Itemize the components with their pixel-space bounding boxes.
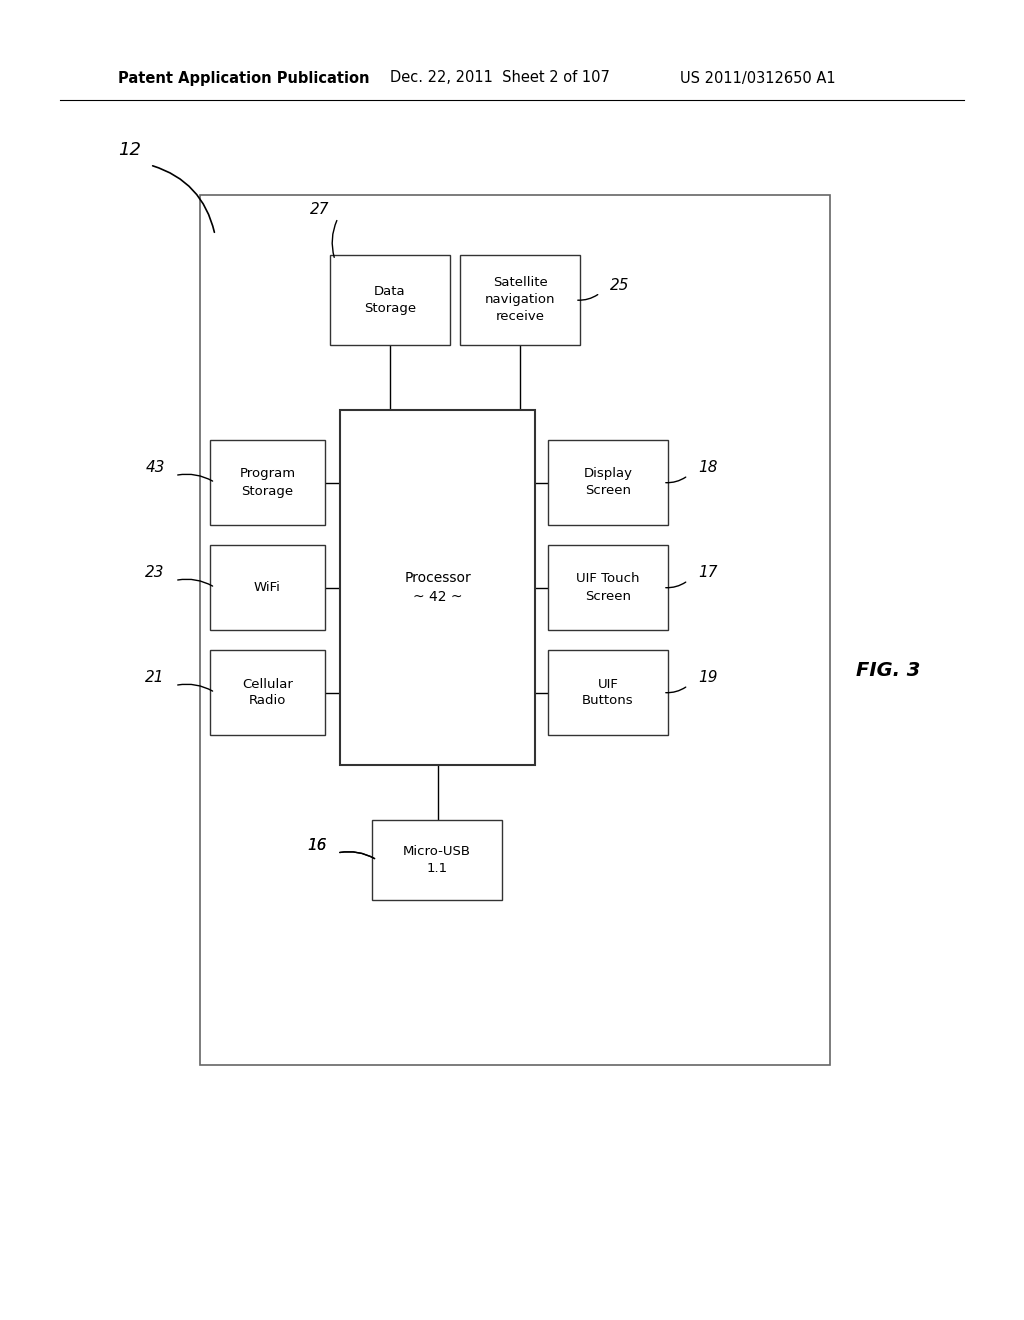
Text: FIG. 3: FIG. 3 <box>856 660 921 680</box>
Text: WiFi: WiFi <box>254 581 281 594</box>
Text: 43: 43 <box>145 459 165 475</box>
Text: 18: 18 <box>698 459 718 475</box>
Text: 12: 12 <box>119 141 141 158</box>
Text: 19: 19 <box>698 671 718 685</box>
Text: Satellite
navigation
receive: Satellite navigation receive <box>484 276 555 323</box>
Text: Data
Storage: Data Storage <box>364 285 416 315</box>
Text: 21: 21 <box>145 671 165 685</box>
Text: UIF Touch
Screen: UIF Touch Screen <box>577 573 640 602</box>
Text: 25: 25 <box>610 277 630 293</box>
Text: 23: 23 <box>145 565 165 579</box>
Text: 17: 17 <box>698 565 718 579</box>
Bar <box>330 255 450 345</box>
Text: Processor
~ 42 ~: Processor ~ 42 ~ <box>404 572 471 603</box>
Bar <box>548 545 668 630</box>
Text: Program
Storage: Program Storage <box>240 467 296 498</box>
Bar <box>200 195 830 1065</box>
Bar <box>548 649 668 735</box>
Bar <box>340 411 535 766</box>
Text: UIF
Buttons: UIF Buttons <box>583 677 634 708</box>
Text: Micro-USB
1.1: Micro-USB 1.1 <box>403 845 471 875</box>
Text: US 2011/0312650 A1: US 2011/0312650 A1 <box>680 70 836 86</box>
Text: Display
Screen: Display Screen <box>584 467 633 498</box>
Text: Patent Application Publication: Patent Application Publication <box>118 70 370 86</box>
Bar <box>460 255 580 345</box>
Bar <box>210 649 325 735</box>
Text: Dec. 22, 2011  Sheet 2 of 107: Dec. 22, 2011 Sheet 2 of 107 <box>390 70 610 86</box>
Text: 16: 16 <box>307 837 327 853</box>
Text: 16: 16 <box>307 837 327 853</box>
Bar <box>210 440 325 525</box>
Text: 27: 27 <box>310 202 330 218</box>
Text: Cellular
Radio: Cellular Radio <box>242 677 293 708</box>
Bar <box>210 545 325 630</box>
Bar <box>372 820 502 900</box>
Bar <box>548 440 668 525</box>
